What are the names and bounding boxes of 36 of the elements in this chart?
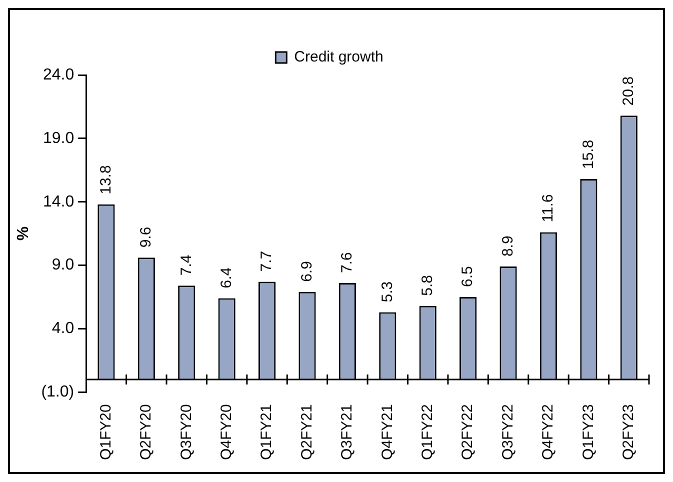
data-label: 6.4	[218, 267, 235, 288]
x-tick-label: Q3FY22	[499, 404, 516, 460]
data-label: 5.8	[419, 275, 436, 296]
x-tick-label: Q2FY22	[459, 404, 476, 460]
data-label: 20.8	[620, 76, 638, 106]
x-tick-label: Q1FY23	[580, 404, 597, 460]
data-label: 7.4	[178, 254, 195, 276]
y-tick-label: 14.0	[42, 193, 74, 210]
y-axis-title: %	[15, 226, 32, 241]
x-tick-label: Q4FY21	[378, 404, 396, 460]
y-tick-label: 19.0	[42, 130, 74, 147]
y-tick-label: 9.0	[52, 256, 74, 274]
x-tick-label: Q3FY21	[338, 404, 356, 460]
y-tick-label: 24.0	[42, 66, 74, 84]
x-tick-label: Q3FY20	[178, 404, 195, 460]
x-tick-label: Q1FY20	[97, 404, 114, 460]
x-tick-label: Q2FY21	[298, 404, 316, 460]
data-label: 8.9	[499, 236, 516, 257]
x-tick-label: Q2FY20	[138, 404, 155, 460]
x-tick-label: Q1FY21	[258, 404, 276, 460]
data-label: 15.8	[580, 140, 597, 170]
x-tick-label: Q1FY22	[419, 404, 436, 460]
x-tick-label: Q4FY20	[218, 404, 235, 460]
data-label: 7.6	[338, 252, 356, 274]
y-tick-label: (1.0)	[41, 384, 74, 401]
legend-label: Credit growth	[294, 48, 384, 66]
y-tick-label: 4.0	[52, 320, 74, 338]
data-label: 6.9	[298, 261, 316, 282]
x-tick-label: Q4FY22	[540, 404, 557, 460]
x-tick-label: Q2FY23	[620, 404, 638, 460]
data-label: 6.5	[459, 266, 476, 287]
data-label: 11.6	[540, 194, 557, 222]
data-label: 7.7	[258, 250, 276, 272]
data-label: 9.6	[138, 226, 155, 248]
data-label: 13.8	[97, 165, 114, 194]
data-label: 5.3	[378, 281, 396, 302]
